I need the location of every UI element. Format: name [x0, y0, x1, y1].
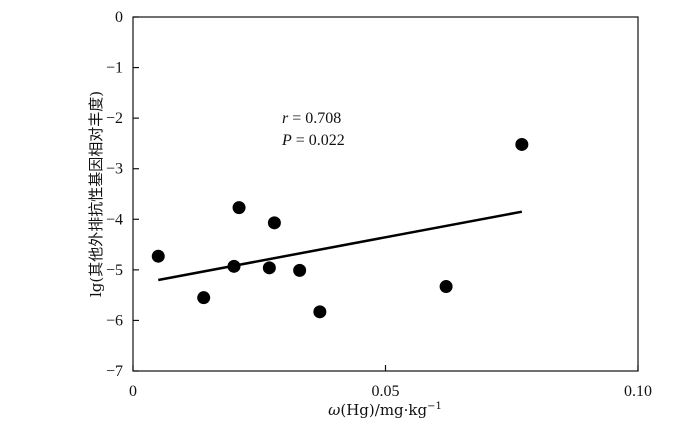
data-point: [293, 263, 307, 277]
x-tick-label: 0.05: [372, 383, 400, 400]
y-tick-label: −2: [106, 110, 123, 127]
trendline-layer: [158, 210, 523, 282]
points-layer: [151, 137, 529, 319]
data-point: [267, 216, 281, 230]
x-tick-label: 0.10: [624, 383, 652, 400]
ticks-layer: 0 −1 −2 −3 −4 −5 −6 −7 0 0.05 0.10: [106, 9, 652, 400]
x-tick-label: 0: [129, 383, 137, 400]
y-axis-title: lg(其他外排抗性基因相对丰度): [87, 91, 105, 297]
y-tick-label: −5: [106, 262, 123, 279]
trendline: [158, 210, 523, 282]
x-axis-title: ω(Hg)/mg·kg−1: [328, 401, 442, 419]
data-point: [439, 280, 453, 294]
plot-area-frame: [132, 16, 639, 372]
y-tick-label: −1: [106, 60, 123, 77]
y-tick-label: −4: [106, 211, 123, 228]
data-point: [227, 259, 241, 273]
y-tick-label: −3: [106, 161, 123, 178]
data-point: [262, 261, 276, 275]
stat-annotation-p: P = 0.022: [281, 132, 345, 149]
data-point: [151, 249, 165, 263]
data-point: [197, 291, 211, 305]
data-point: [232, 201, 246, 215]
y-tick-label: 0: [115, 9, 123, 26]
data-point: [515, 137, 529, 151]
data-point: [313, 305, 327, 319]
y-tick-label: −6: [106, 312, 123, 329]
stat-annotation-r: r = 0.708: [282, 110, 341, 127]
y-tick-label: −7: [106, 363, 123, 380]
